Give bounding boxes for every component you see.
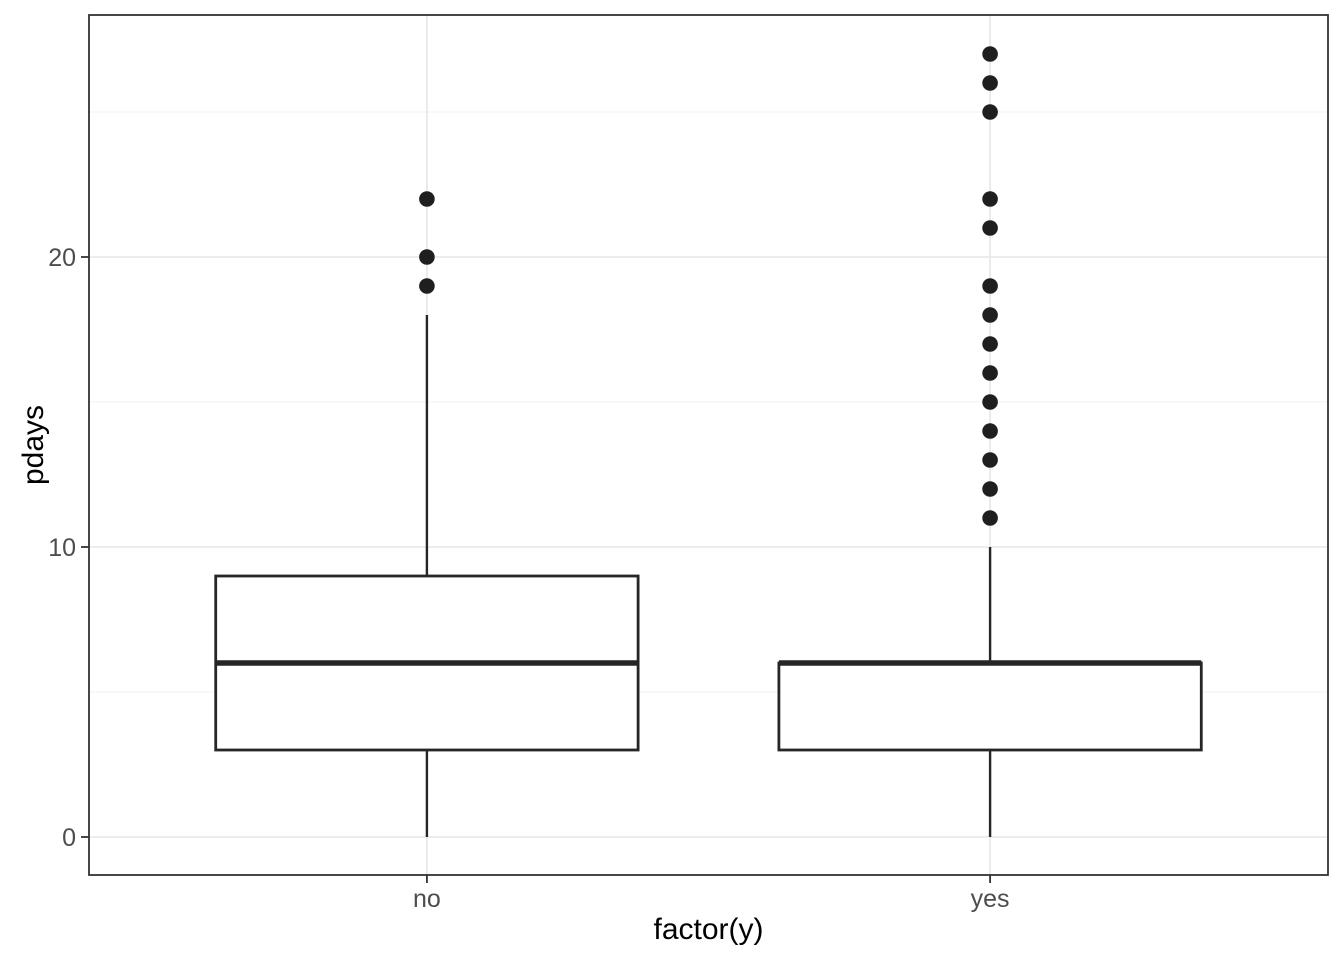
outlier-dot-yes <box>982 75 998 91</box>
x-tick-label-no: no <box>413 885 441 913</box>
outlier-dot-yes <box>982 452 998 468</box>
x-axis-title: factor(y) <box>653 913 763 946</box>
y-tick-label: 20 <box>48 244 76 272</box>
outlier-dot-yes <box>982 481 998 497</box>
boxplot-geom-layer <box>214 46 1203 837</box>
x-tick-label-yes: yes <box>971 885 1010 913</box>
y-tick-label: 10 <box>48 534 76 562</box>
axis-layer: 0 10 20 no yes <box>48 244 1009 913</box>
y-axis-title: pdays <box>17 405 50 485</box>
box-yes <box>777 661 1203 752</box>
outlier-dot-no <box>419 278 435 294</box>
outlier-dot-yes <box>982 46 998 62</box>
outlier-dot-yes <box>982 365 998 381</box>
outlier-dot-yes <box>982 104 998 120</box>
outlier-dot-yes <box>982 336 998 352</box>
outlier-dot-yes <box>982 278 998 294</box>
outlier-dot-yes <box>982 423 998 439</box>
outlier-dot-yes <box>982 394 998 410</box>
outlier-dot-yes <box>982 307 998 323</box>
panel-border-layer <box>88 14 1329 876</box>
outlier-dot-no <box>419 191 435 207</box>
outlier-dot-yes <box>982 220 998 236</box>
panel-border <box>88 14 1329 876</box>
outlier-dot-yes <box>982 191 998 207</box>
outlier-dot-no <box>419 249 435 265</box>
y-tick-label: 0 <box>62 824 76 852</box>
outlier-dot-yes <box>982 510 998 526</box>
